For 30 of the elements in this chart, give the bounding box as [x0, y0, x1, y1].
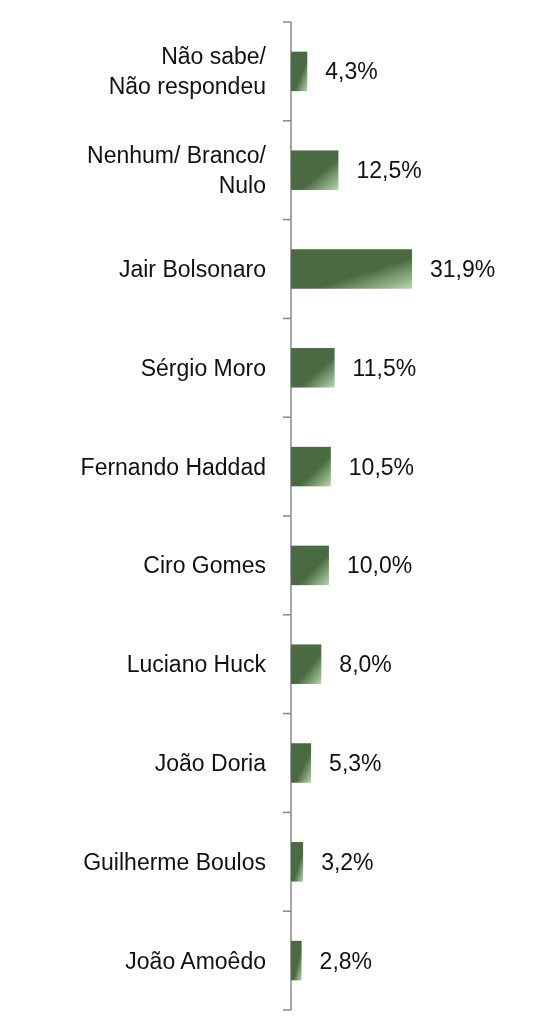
data-label: 5,3%	[329, 750, 382, 776]
y-tick-label: Luciano Huck	[126, 651, 267, 678]
y-tick-label: Guilherme Boulos	[83, 848, 266, 875]
data-label: 4,3%	[325, 58, 378, 85]
y-tick-label: Jair Bolsonaro	[118, 256, 266, 282]
y-tick-label: Nenhum/ Branco/ Nulo	[87, 142, 267, 199]
bar	[291, 644, 322, 684]
bar	[291, 51, 308, 92]
data-label: 2,8%	[319, 947, 373, 974]
bar	[291, 249, 412, 289]
bar	[291, 743, 312, 783]
data-label: 3,2%	[321, 848, 374, 875]
bar	[291, 150, 339, 190]
y-tick-label: Não sabe/ Não respondeu	[108, 43, 267, 100]
y-tick-label: João Doria	[154, 750, 267, 776]
data-label: 10,0%	[346, 552, 413, 579]
bar	[291, 348, 335, 388]
y-tick-label: Ciro Gomes	[143, 552, 266, 579]
data-label: 31,9%	[430, 256, 496, 282]
y-tick-label: Fernando Haddad	[80, 453, 266, 480]
bar	[291, 446, 331, 487]
bar	[291, 940, 302, 981]
data-label: 11,5%	[352, 354, 417, 381]
bar	[291, 842, 304, 882]
y-tick-label: João Amoêdo	[125, 947, 266, 974]
data-label: 8,0%	[339, 651, 392, 678]
bar	[291, 545, 329, 586]
data-label: 10,5%	[348, 453, 415, 480]
y-tick-label: Sérgio Moro	[140, 354, 266, 381]
data-label: 12,5%	[356, 157, 422, 184]
